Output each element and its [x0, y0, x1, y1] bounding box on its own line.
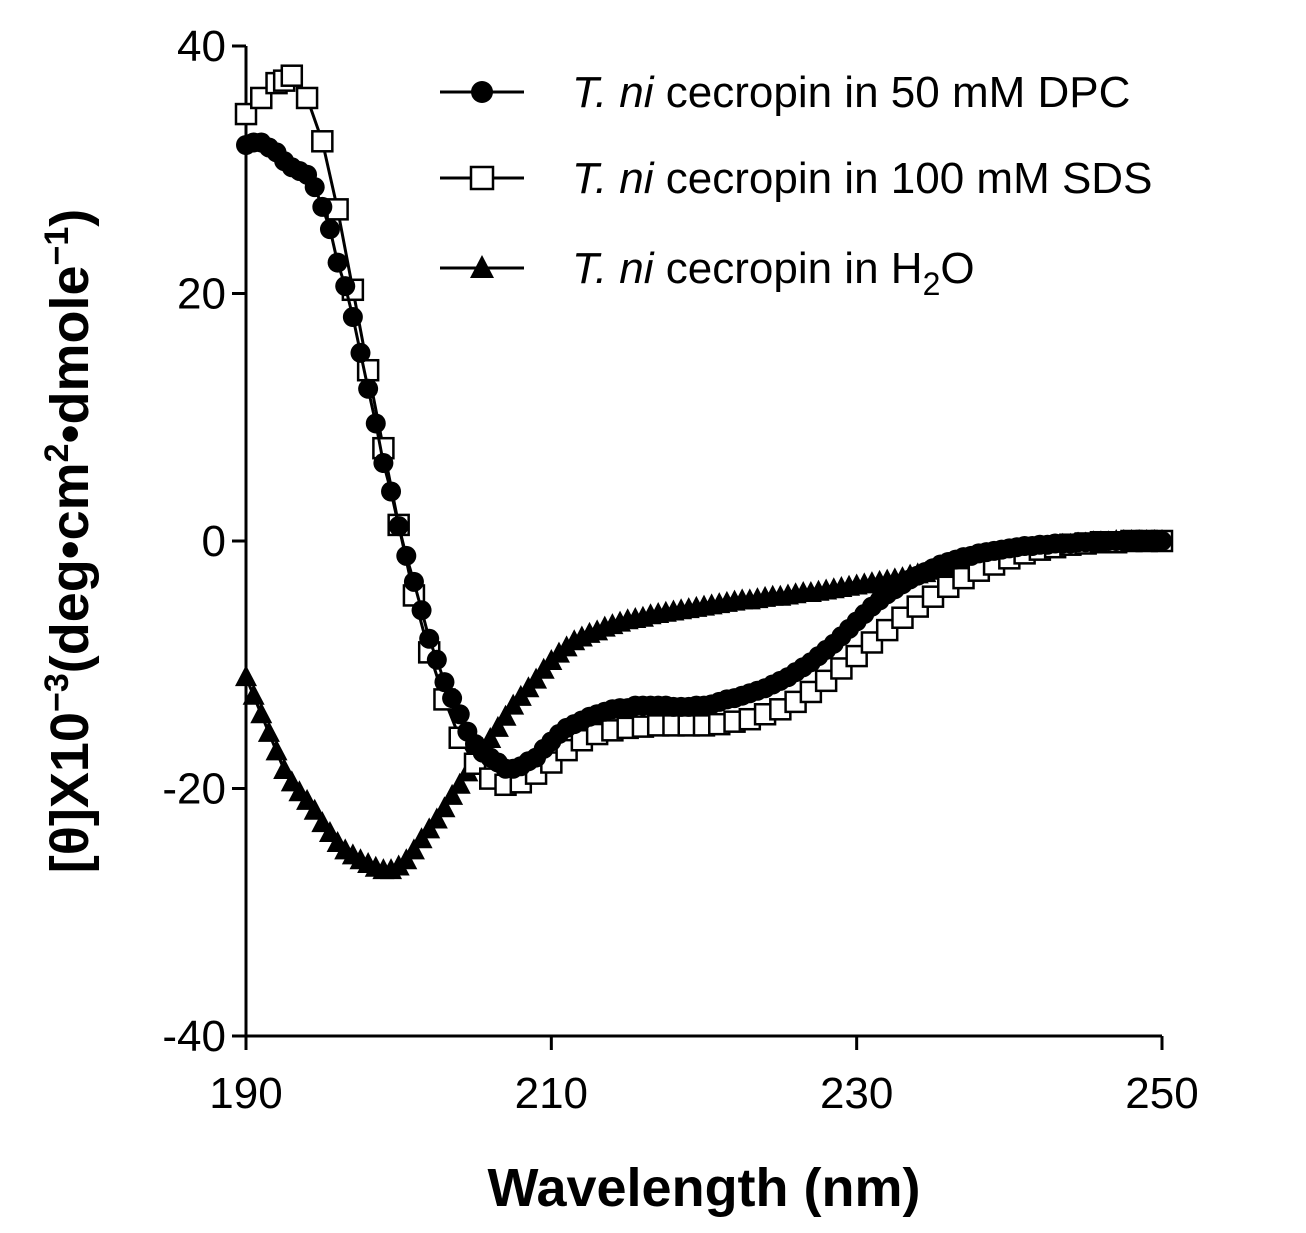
- data-point-sds: [295, 86, 319, 110]
- y-axis-title-unit-mid: •dmole: [40, 265, 100, 443]
- data-point-dpc: [335, 276, 356, 297]
- y-axis-title: [θ]X10−3(deg•cm2•dmole−1): [38, 209, 100, 874]
- data-point-dpc: [312, 196, 333, 217]
- data-point-h2o: [303, 798, 326, 820]
- x-tick-label: 210: [515, 1069, 588, 1118]
- data-point-dpc: [449, 704, 470, 725]
- y-axis-title-unit-exp2: −1: [38, 227, 76, 266]
- series-dpc: [236, 132, 1172, 779]
- y-tick-label: -40: [162, 1012, 226, 1061]
- legend-marker-h2o: [470, 255, 494, 278]
- data-point-dpc: [304, 177, 325, 198]
- data-point-h2o: [402, 838, 425, 860]
- data-point-h2o: [250, 702, 273, 724]
- data-point-dpc: [365, 413, 386, 434]
- data-point-h2o: [235, 665, 257, 687]
- data-point-dpc: [419, 628, 440, 649]
- data-point-dpc: [342, 307, 363, 328]
- y-axis-title-unit-close: ): [40, 209, 100, 227]
- legend-label-h2o: T. ni cecropin in H2O: [572, 244, 975, 302]
- legend-marker-dpc: [471, 81, 493, 103]
- legend-entry-dpc: T. ni cecropin in 50 mM DPC: [440, 68, 1130, 117]
- data-point-h2o: [494, 704, 517, 726]
- legend: T. ni cecropin in 50 mM DPC T. ni cecrop…: [440, 68, 1152, 302]
- x-tick-label: 190: [209, 1069, 282, 1118]
- data-point-h2o: [273, 757, 296, 779]
- data-point-dpc: [434, 672, 455, 693]
- data-point-sds: [311, 130, 334, 153]
- data-point-dpc: [388, 516, 409, 537]
- y-axis-title-unit-exp: 2: [38, 443, 76, 462]
- data-point-dpc: [381, 481, 402, 502]
- data-point-dpc: [396, 545, 417, 566]
- data-point-sds: [356, 358, 380, 382]
- y-ticks: -40 -20 0 20 40: [162, 22, 246, 1061]
- data-point-dpc: [358, 378, 379, 399]
- data-point-dpc: [411, 600, 432, 621]
- x-tick-label: 230: [820, 1069, 893, 1118]
- y-axis-title-prefix: [θ]X10: [40, 712, 100, 873]
- data-point-dpc: [426, 649, 447, 670]
- x-tick-label: 250: [1125, 1069, 1198, 1118]
- data-point-dpc: [442, 688, 463, 709]
- data-point-h2o: [257, 720, 280, 742]
- legend-entry-h2o: T. ni cecropin in H2O: [440, 244, 975, 302]
- data-point-dpc: [403, 571, 424, 592]
- data-point-sds: [280, 64, 304, 87]
- legend-label-sds: T. ni cecropin in 100 mM SDS: [572, 154, 1152, 203]
- y-tick-label: -20: [162, 765, 226, 814]
- y-tick-label: 0: [202, 517, 226, 566]
- data-point-dpc: [319, 219, 340, 240]
- x-ticks: 190 210 230 250: [209, 1036, 1199, 1118]
- y-tick-label: 20: [177, 270, 226, 319]
- data-point-h2o: [433, 796, 456, 818]
- y-axis-title-unit-open: (deg•cm: [40, 462, 100, 673]
- data-point-h2o: [441, 783, 464, 805]
- x-axis-title: Wavelength (nm): [487, 1158, 920, 1218]
- legend-marker-sds: [469, 165, 495, 191]
- plot-series: [234, 64, 1174, 880]
- data-point-h2o: [448, 772, 471, 794]
- legend-label-dpc: T. ni cecropin in 50 mM DPC: [572, 68, 1130, 117]
- data-point-dpc: [350, 342, 371, 363]
- data-point-h2o: [265, 739, 288, 761]
- data-point-h2o: [242, 683, 265, 705]
- data-point-dpc: [1152, 531, 1172, 551]
- y-tick-label: 40: [177, 22, 226, 71]
- legend-entry-sds: T. ni cecropin in 100 mM SDS: [440, 154, 1152, 203]
- axes: -40 -20 0 20 40 190 210 230 250: [162, 22, 1198, 1118]
- data-point-dpc: [373, 453, 394, 474]
- data-point-h2o: [425, 807, 448, 829]
- y-axis-title-exp: −3: [38, 673, 76, 712]
- data-point-h2o: [486, 715, 509, 737]
- data-point-dpc: [327, 252, 348, 273]
